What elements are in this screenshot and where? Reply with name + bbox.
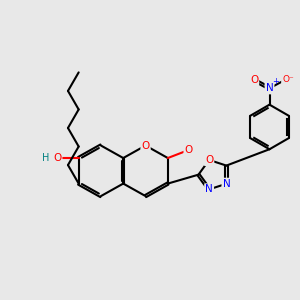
Text: N: N: [266, 83, 273, 93]
Text: O: O: [250, 75, 258, 85]
Text: O⁻: O⁻: [282, 76, 294, 85]
Text: O: O: [184, 145, 193, 155]
Text: O: O: [205, 155, 213, 165]
Text: N: N: [205, 184, 213, 194]
Text: H: H: [42, 153, 50, 163]
Text: +: +: [272, 77, 279, 86]
Text: N: N: [223, 179, 230, 189]
Text: O: O: [53, 153, 61, 163]
Text: O: O: [141, 140, 150, 151]
